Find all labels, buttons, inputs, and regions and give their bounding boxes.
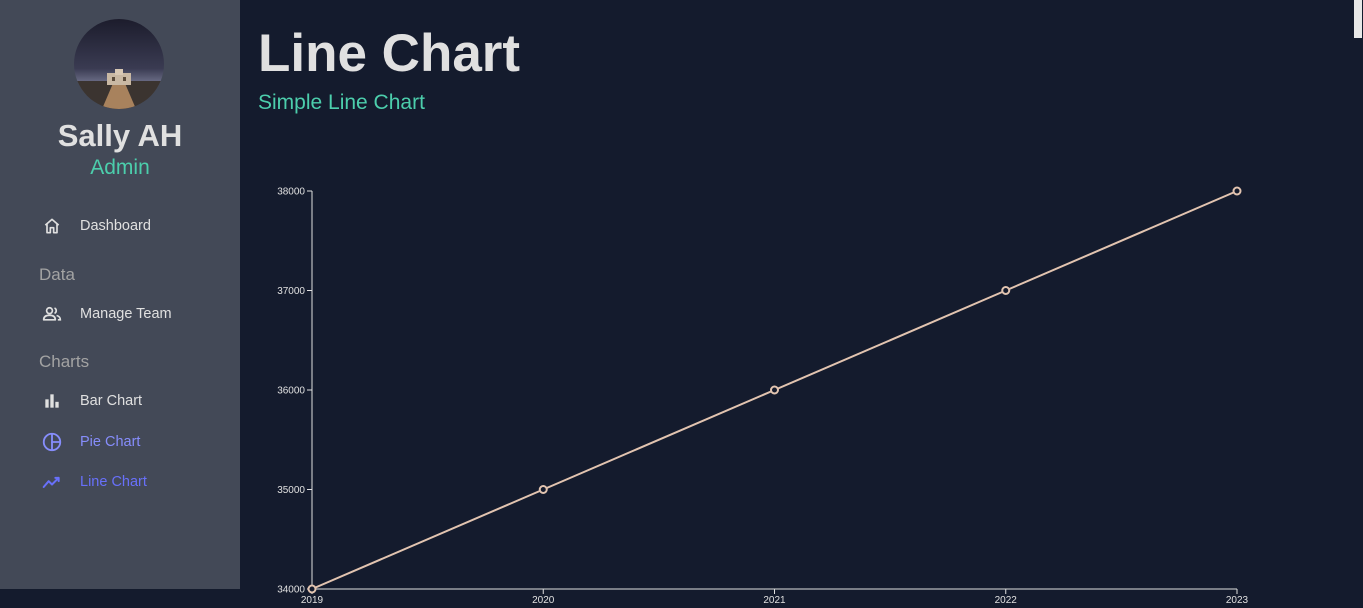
user-role: Admin bbox=[90, 156, 150, 179]
home-icon bbox=[40, 214, 64, 238]
sidebar-item-line-chart[interactable]: Line Chart bbox=[40, 467, 147, 497]
page-title: Line Chart bbox=[258, 24, 521, 83]
pie-chart-icon bbox=[40, 430, 64, 454]
x-tick-label: 2020 bbox=[532, 595, 555, 606]
user-name: Sally AH bbox=[57, 118, 183, 153]
sidebar-bottom-strip bbox=[0, 589, 240, 608]
y-tick-label: 36000 bbox=[277, 386, 305, 397]
page-subtitle: Simple Line Chart bbox=[258, 91, 425, 114]
x-tick-label: 2022 bbox=[995, 595, 1018, 606]
sidebar-item-label: Pie Chart bbox=[80, 434, 141, 450]
y-tick-label: 35000 bbox=[277, 485, 305, 496]
sidebar-item-label: Bar Chart bbox=[80, 393, 143, 409]
y-tick-label: 34000 bbox=[277, 585, 305, 596]
scrollbar-thumb[interactable] bbox=[1354, 0, 1362, 38]
y-tick-label: 38000 bbox=[277, 187, 305, 198]
sidebar-item-pie-chart[interactable]: Pie Chart bbox=[40, 427, 140, 457]
sidebar: Sally AH Admin Dashboard Data Manage Tea… bbox=[0, 0, 240, 589]
sidebar-item-manage-team[interactable]: Manage Team bbox=[40, 299, 172, 329]
sidebar-item-bar-chart[interactable]: Bar Chart bbox=[40, 386, 142, 416]
profile-photo bbox=[74, 19, 164, 109]
line-chart: 34000 35000 36000 37000 38000 2019 2020 2021 202… bbox=[277, 186, 1249, 606]
x-tick-label: 2019 bbox=[301, 595, 324, 606]
line-chart-icon bbox=[40, 470, 64, 494]
sidebar-item-label: Line Chart bbox=[80, 474, 147, 490]
data-point bbox=[1232, 186, 1242, 196]
data-point bbox=[538, 485, 548, 494]
avatar[interactable] bbox=[74, 19, 164, 109]
sidebar-item-label: Manage Team bbox=[80, 306, 172, 322]
sidebar-item-label: Dashboard bbox=[80, 218, 151, 234]
x-tick-label: 2021 bbox=[763, 595, 786, 606]
y-tick-label: 37000 bbox=[277, 286, 305, 297]
section-title-charts: Charts bbox=[39, 352, 90, 371]
scrollbar[interactable] bbox=[1353, 0, 1363, 608]
sidebar-item-dashboard[interactable]: Dashboard bbox=[40, 211, 151, 241]
people-icon bbox=[40, 302, 64, 326]
section-title-data: Data bbox=[39, 265, 75, 284]
x-tick-label: 2023 bbox=[1226, 595, 1249, 606]
bar-chart-icon bbox=[40, 389, 64, 413]
data-point bbox=[1001, 286, 1011, 295]
data-point bbox=[770, 385, 779, 395]
data-point bbox=[307, 584, 317, 594]
